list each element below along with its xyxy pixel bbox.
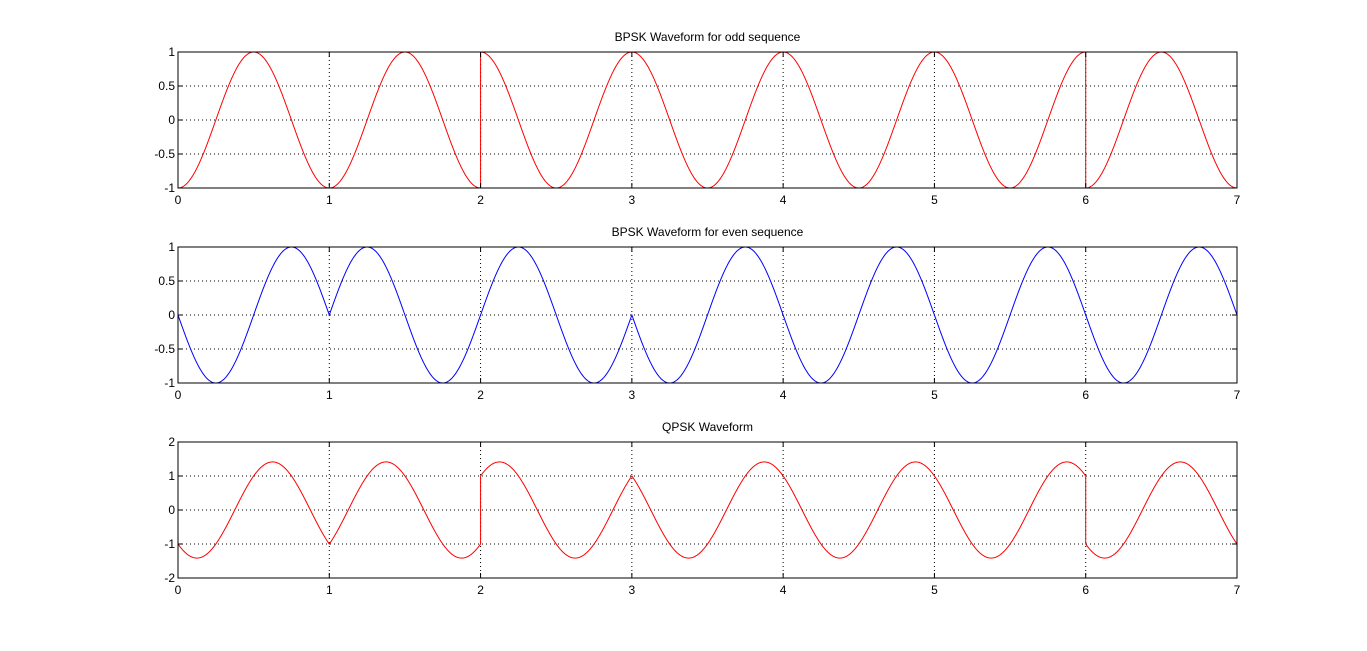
series-line	[177, 246, 1238, 384]
x-tick-label: 1	[326, 388, 333, 402]
x-tick-label: 4	[780, 193, 787, 207]
subplot-qpsk: QPSK Waveform 0 1 2 3 4 5 6 7 -2 -1 0 1 2	[164, 420, 1240, 597]
subplot-even-plot: 0 1 2 3 4 5 6 7 -1 -0.5 0 0.5 1	[154, 240, 1240, 402]
y-tick-label: -1	[164, 376, 175, 390]
x-tick-label: 7	[1234, 193, 1241, 207]
x-tick-label: 3	[629, 193, 636, 207]
y-tick-label: -1	[164, 537, 175, 551]
y-tick-label: 0.5	[158, 274, 175, 288]
x-tick-label: 3	[629, 388, 636, 402]
x-tick-label: 3	[629, 583, 636, 597]
y-tick-label: 0.5	[158, 79, 175, 93]
y-tick-label: 1	[168, 469, 175, 483]
x-tick-label: 4	[780, 388, 787, 402]
series-line	[177, 461, 1238, 559]
x-tick-label: 6	[1082, 193, 1089, 207]
y-tick-label: -0.5	[154, 147, 175, 161]
x-tick-label: 0	[175, 583, 182, 597]
subplot-odd: BPSK Waveform for odd sequence 0 1 2 3 4 5 6 7 -…	[154, 30, 1240, 207]
x-tick-label: 6	[1082, 388, 1089, 402]
x-tick-label: 0	[175, 193, 182, 207]
x-tick-label: 7	[1234, 388, 1241, 402]
y-tick-label: -0.5	[154, 342, 175, 356]
y-tick-label: 0	[168, 503, 175, 517]
y-tick-label: 2	[168, 435, 175, 449]
x-tick-label: 2	[477, 388, 484, 402]
subplot-odd-plot: 0 1 2 3 4 5 6 7 -1 -0.5 0 0.5 1	[154, 45, 1240, 207]
x-tick-label: 0	[175, 388, 182, 402]
x-tick-label: 6	[1082, 583, 1089, 597]
x-tick-label: 5	[931, 193, 938, 207]
x-tick-label: 1	[326, 193, 333, 207]
y-tick-label: 0	[168, 308, 175, 322]
x-tick-label: 5	[931, 583, 938, 597]
x-tick-label: 1	[326, 583, 333, 597]
y-tick-label: -1	[164, 181, 175, 195]
y-tick-label: -2	[164, 571, 175, 585]
subplot-even-title: BPSK Waveform for even sequence	[612, 225, 804, 239]
x-tick-label: 5	[931, 388, 938, 402]
x-tick-label: 2	[477, 583, 484, 597]
x-tick-label: 7	[1234, 583, 1241, 597]
subplot-odd-title: BPSK Waveform for odd sequence	[615, 30, 801, 44]
x-tick-label: 2	[477, 193, 484, 207]
subplot-qpsk-title: QPSK Waveform	[662, 420, 753, 434]
subplot-qpsk-plot: 0 1 2 3 4 5 6 7 -2 -1 0 1 2	[164, 435, 1240, 597]
y-tick-label: 1	[168, 240, 175, 254]
y-tick-label: 1	[168, 45, 175, 59]
subplot-even: BPSK Waveform for even sequence 0 1 2 3 4 5 6 7…	[154, 225, 1240, 402]
x-tick-label: 4	[780, 583, 787, 597]
y-tick-label: 0	[168, 113, 175, 127]
